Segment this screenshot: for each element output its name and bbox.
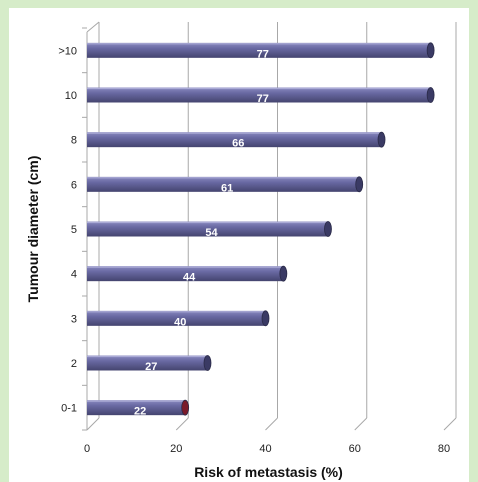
x-tick-label: 60 bbox=[349, 443, 361, 455]
y-axis-top-edge bbox=[86, 21, 100, 33]
bar-cap bbox=[261, 310, 270, 327]
data-label: 54 bbox=[205, 227, 218, 239]
bar bbox=[87, 87, 435, 103]
bar-cap bbox=[355, 176, 364, 193]
data-label: 77 bbox=[257, 48, 269, 60]
bar-cap bbox=[181, 399, 190, 416]
y-tick-label: 2 bbox=[71, 358, 77, 370]
bar bbox=[87, 265, 288, 282]
y-tick-label: >10 bbox=[58, 45, 77, 57]
bar bbox=[87, 310, 270, 327]
bar bbox=[87, 221, 332, 237]
chart-frame: 0 20 40 60 80 0-1 22 2 27 3 40 4 44 5 54 6 61 8 66 10 77 >10 7… bbox=[9, 8, 469, 482]
y-tick-label: 0-1 bbox=[61, 403, 77, 415]
gridline-floor bbox=[443, 417, 457, 431]
bar-body bbox=[87, 87, 431, 103]
bar-body bbox=[87, 310, 266, 326]
gridline-floor bbox=[175, 417, 189, 431]
bar bbox=[87, 399, 190, 416]
y-tick-label: 5 bbox=[71, 224, 77, 236]
x-tick-label: 80 bbox=[438, 443, 450, 455]
bar-body bbox=[87, 400, 186, 416]
data-label: 40 bbox=[174, 316, 186, 328]
bar-cap bbox=[203, 355, 212, 371]
data-label: 77 bbox=[257, 93, 269, 105]
y-tick-label: 4 bbox=[71, 269, 77, 281]
bar-cap bbox=[377, 131, 386, 148]
bar-body bbox=[87, 42, 431, 58]
bar-cap bbox=[324, 221, 332, 237]
bar-cap bbox=[426, 87, 435, 103]
bar-body bbox=[87, 355, 208, 371]
data-label: 61 bbox=[221, 182, 233, 194]
gridline-floor bbox=[354, 417, 368, 431]
floor-left-edge bbox=[86, 417, 100, 431]
bar-cap bbox=[426, 42, 435, 59]
bar bbox=[87, 42, 435, 59]
x-axis-title: Risk of metastasis (%) bbox=[194, 464, 343, 480]
bar bbox=[87, 176, 364, 193]
data-label: 22 bbox=[134, 406, 146, 418]
bar-body bbox=[87, 221, 328, 237]
y-tick-label: 10 bbox=[65, 90, 77, 102]
y-axis-title: Tumour diameter (cm) bbox=[25, 156, 41, 303]
bar bbox=[87, 355, 212, 371]
bar-cap bbox=[279, 265, 288, 282]
bar-body bbox=[87, 266, 284, 282]
data-label: 27 bbox=[145, 361, 157, 373]
y-tick-label: 3 bbox=[71, 313, 77, 325]
y-tick-label: 6 bbox=[71, 179, 77, 191]
x-tick-label: 0 bbox=[84, 443, 90, 455]
data-label: 44 bbox=[183, 272, 196, 284]
gridline-floor bbox=[265, 417, 278, 431]
x-tick-label: 40 bbox=[259, 443, 271, 455]
bar bbox=[87, 131, 386, 148]
bar-body bbox=[87, 132, 382, 148]
bars-layer bbox=[87, 42, 435, 416]
y-tick-label: 8 bbox=[71, 135, 77, 147]
x-tick-label: 20 bbox=[170, 443, 182, 455]
bar-body bbox=[87, 176, 360, 192]
data-label: 66 bbox=[232, 138, 244, 150]
